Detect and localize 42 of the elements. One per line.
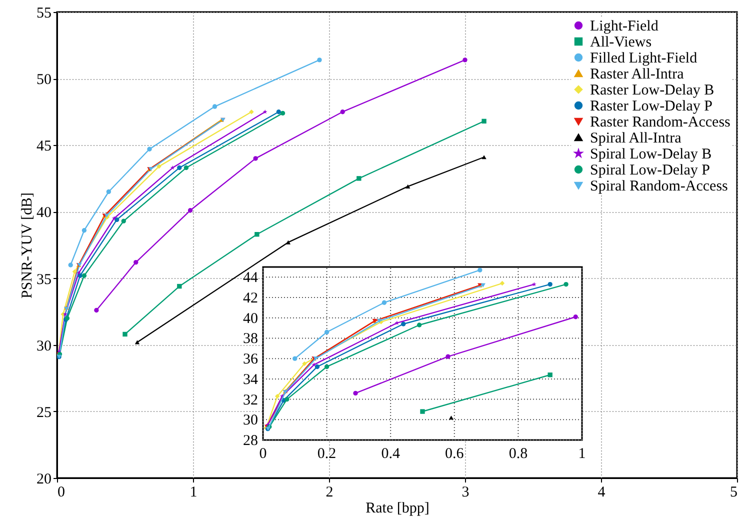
- y-tick-label: 38: [243, 331, 258, 348]
- x-tick-label: 0.2: [317, 446, 336, 462]
- legend-label: Raster All-Intra: [590, 66, 684, 82]
- x-tick-label: 5: [730, 484, 738, 500]
- y-tick-label: 55: [36, 6, 52, 22]
- y-tick-label: 20: [36, 472, 52, 488]
- y-tick-label: 45: [36, 138, 52, 155]
- legend-label: Spiral Low-Delay P: [590, 162, 710, 178]
- y-axis-title: PSNR-YUV [dB]: [20, 192, 36, 298]
- x-tick-label: 0.6: [445, 446, 464, 462]
- y-tick-label: 42: [243, 290, 258, 307]
- x-tick-label: 0.4: [381, 446, 400, 462]
- x-axis-title: Rate [bpp]: [366, 500, 430, 516]
- legend-label: All-Views: [590, 34, 652, 50]
- legend-label: Filled Light-Field: [590, 50, 698, 66]
- legend-label: Spiral Low-Delay B: [590, 146, 712, 162]
- x-tick-label: 4: [598, 484, 606, 500]
- y-tick-label: 40: [36, 205, 52, 222]
- x-tick-label: 1: [578, 446, 586, 462]
- y-tick-label: 34: [243, 372, 258, 388]
- y-tick-label: 44: [243, 270, 258, 286]
- x-tick-label: 0: [58, 484, 65, 500]
- x-tick-label: 2: [326, 484, 334, 500]
- x-tick-label: 3: [462, 484, 470, 500]
- y-tick-label: 50: [36, 72, 52, 88]
- y-tick-label: 36: [243, 352, 258, 368]
- legend-label: Light-Field: [590, 18, 659, 34]
- x-tick-label: 0: [259, 446, 267, 462]
- x-tick-label: 1: [190, 484, 198, 500]
- legend-label: Raster Random-Access: [590, 114, 731, 130]
- y-tick-label: 35: [36, 272, 52, 288]
- x-tick-label: 0.8: [508, 446, 528, 462]
- y-tick-label: 30: [36, 338, 52, 354]
- legend-label: Spiral All-Intra: [590, 130, 682, 146]
- legend-label: Raster Low-Delay B: [590, 82, 714, 98]
- y-tick-label: 30: [243, 412, 258, 429]
- legend-label: Raster Low-Delay P: [590, 98, 712, 114]
- y-tick-label: 32: [243, 392, 258, 408]
- y-tick-label: 40: [243, 310, 258, 327]
- legend-label: Spiral Random-Access: [590, 178, 728, 194]
- y-tick-label: 28: [243, 433, 258, 449]
- y-tick-label: 25: [36, 404, 52, 421]
